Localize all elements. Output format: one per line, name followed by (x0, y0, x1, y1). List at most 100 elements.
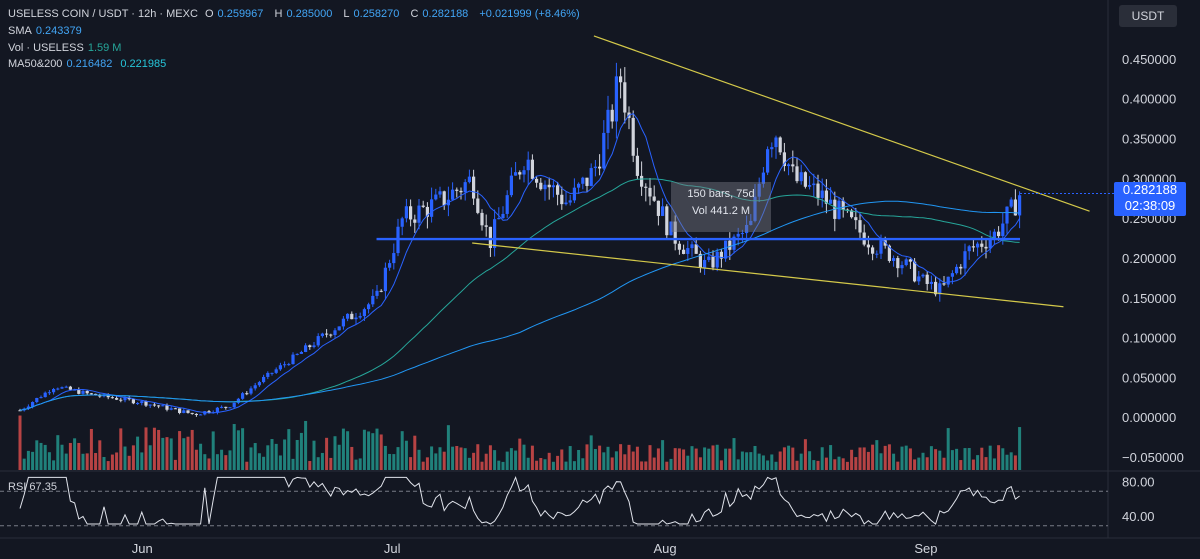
candle-body (320, 333, 324, 337)
candle-body (337, 326, 341, 331)
candle-body (472, 176, 476, 199)
candle-body (31, 402, 35, 407)
candle-body (686, 248, 690, 254)
volume-bar (299, 432, 303, 470)
volume-legend[interactable]: Vol · USELESS 1.59 M (8, 42, 121, 54)
volume-bar (896, 461, 900, 470)
low-label: L (343, 8, 350, 20)
candle-body (623, 82, 627, 113)
volume-bar (673, 448, 677, 470)
candle-body (698, 253, 702, 268)
candle-body (535, 178, 539, 183)
volume-bar (585, 444, 589, 470)
volume-bar (698, 457, 702, 470)
volume-bar (887, 444, 891, 470)
ma-legend[interactable]: MA50&200 0.216482 0.221985 (8, 58, 166, 70)
candle-body (850, 210, 854, 218)
candle-body (514, 172, 518, 176)
volume-bar (677, 448, 681, 470)
open-label: O (204, 8, 214, 20)
volume-bar (245, 461, 249, 470)
candle-body (682, 249, 686, 254)
volume-bar (526, 457, 530, 470)
volume-bar (518, 438, 522, 470)
volume-bar (556, 455, 560, 470)
volume-bar (39, 442, 43, 470)
candle-body (316, 336, 320, 346)
candle-body (530, 159, 534, 179)
candle-body (18, 410, 22, 412)
candle-body (988, 239, 992, 249)
volume-bar (778, 451, 782, 470)
volume-bar (43, 444, 47, 470)
measure-tool-box[interactable]: 150 bars, 75d Vol 441.2 M (671, 182, 771, 232)
volume-bar (442, 451, 446, 470)
candle-body (648, 187, 652, 197)
volume-bar (955, 448, 959, 470)
candle-body (493, 219, 497, 248)
candle-body (703, 259, 707, 268)
volume-bar (409, 457, 413, 470)
rsi-legend[interactable]: RSI 67.35 (8, 481, 57, 493)
volume-bar (929, 446, 933, 470)
volume-bar (719, 460, 723, 470)
candle-body (665, 206, 669, 236)
volume-bar (56, 435, 60, 470)
volume-bar (337, 444, 341, 470)
candle-body (73, 389, 77, 391)
candle-body (463, 182, 467, 193)
candle-body (518, 172, 522, 175)
candle-body (413, 219, 417, 223)
volume-bar (94, 453, 98, 470)
volume-bar (467, 457, 471, 470)
candle-body (984, 246, 988, 249)
candle-body (934, 281, 938, 295)
candle-body (644, 186, 648, 188)
candle-body (228, 407, 232, 409)
volume-bar (18, 415, 22, 470)
volume-bar (325, 437, 329, 470)
volume-bar (635, 446, 639, 470)
y-tick-label: 0.100000 (1122, 331, 1176, 346)
candle-body (266, 372, 270, 377)
candle-body (913, 261, 917, 282)
candle-body (992, 231, 996, 240)
candle-body (1001, 223, 1005, 237)
candle-body (715, 251, 719, 268)
sma-legend[interactable]: SMA 0.243379 (8, 25, 90, 37)
candle-body (392, 253, 396, 264)
volume-bar (26, 450, 30, 470)
candle-body (593, 166, 597, 169)
volume-bar (530, 445, 534, 470)
candle-body (52, 388, 56, 393)
candle-body (837, 200, 841, 219)
volume-bar (266, 445, 270, 470)
candle-body (816, 183, 820, 198)
candle-body (795, 166, 799, 182)
candle-body (820, 190, 824, 198)
candle-body (866, 244, 870, 248)
volume-bar (253, 443, 257, 470)
volume-bar (165, 437, 169, 470)
candle-body (152, 404, 156, 406)
candle-body (736, 233, 740, 237)
ma200-line (19, 200, 1020, 411)
candle-body (787, 164, 791, 167)
candle-body (719, 251, 723, 259)
candle-body (241, 393, 245, 399)
candle-body (144, 401, 148, 406)
volume-bar (438, 447, 442, 470)
candle-body (640, 175, 644, 187)
currency-button[interactable]: USDT (1119, 5, 1177, 27)
y-tick-label: −0.050000 (1122, 450, 1184, 465)
candle-body (383, 267, 387, 292)
volume-bar (656, 448, 660, 470)
candle-body (917, 276, 921, 282)
volume-bar (396, 447, 400, 470)
volume-bar (1009, 452, 1013, 470)
candle-body (572, 187, 576, 201)
ma-label: MA50&200 (8, 58, 63, 70)
volume-bar (224, 455, 228, 470)
candle-body (169, 408, 173, 410)
candle-body (749, 220, 753, 225)
